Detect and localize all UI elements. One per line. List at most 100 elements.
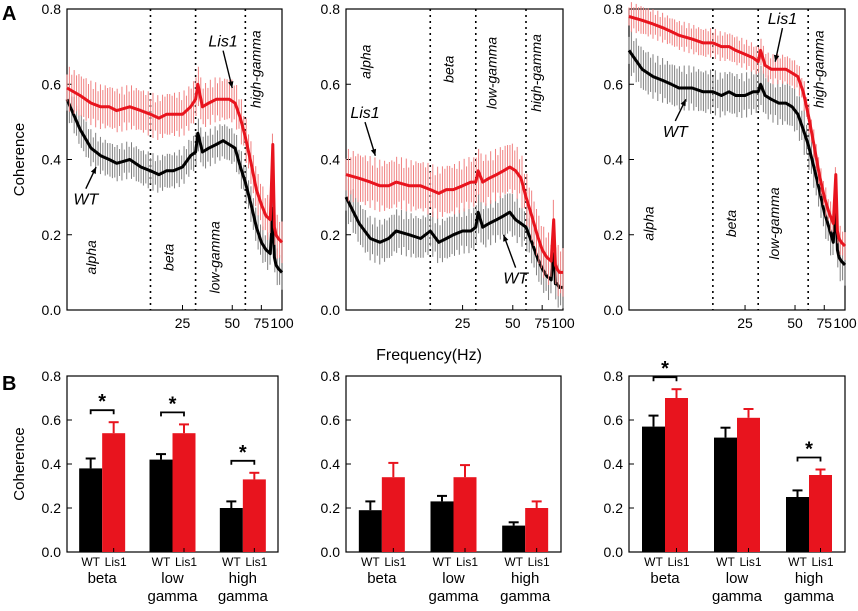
series-lis1	[345, 143, 564, 297]
series-annotation-label: Lis1	[768, 11, 797, 28]
y-tick-label: 0.8	[321, 368, 341, 384]
y-axis-label: Coherence	[11, 123, 28, 196]
bar-name-wt: WT	[788, 555, 807, 569]
band-label: alpha	[357, 44, 373, 78]
band-label: high-gamma	[247, 30, 263, 108]
series-lis1	[66, 66, 284, 264]
bar-name-wt: WT	[222, 555, 241, 569]
band-label: high-gamma	[810, 30, 826, 108]
group-label-line2: gamma	[784, 588, 835, 605]
y-axis-label: Coherence	[11, 427, 28, 500]
significance-bracket	[160, 411, 185, 417]
y-tick-label: 0.8	[321, 1, 341, 17]
group-label: low	[726, 570, 749, 587]
x-tick-label: 75	[534, 315, 550, 331]
y-tick-label: 0.6	[321, 412, 341, 428]
y-tick-label: 0.2	[321, 227, 341, 243]
wt-bar	[149, 459, 173, 552]
x-tick-label: 100	[270, 315, 294, 331]
y-tick-label: 0.4	[604, 152, 624, 168]
panel-label-a: A	[2, 3, 16, 25]
y-tick-label: 0.8	[42, 368, 62, 384]
mean-line	[345, 165, 563, 274]
bar-name-lis1: Lis1	[667, 555, 689, 569]
y-tick-label: 0.2	[604, 500, 624, 516]
band-label: low-gamma	[484, 37, 500, 110]
y-tick-label: 0.8	[42, 1, 62, 17]
y-tick-label: 0.2	[42, 500, 62, 516]
y-tick-label: 0.0	[42, 302, 62, 318]
lis1-bar	[453, 477, 477, 552]
wt-bar	[79, 468, 103, 552]
y-tick-label: 0.0	[604, 302, 624, 318]
significance-bracket	[652, 376, 678, 382]
x-tick-label: 25	[175, 315, 191, 331]
band-label: beta	[440, 55, 456, 82]
y-tick-label: 0.8	[604, 368, 624, 384]
y-tick-label: 0.6	[42, 412, 62, 428]
x-tick-label: 25	[737, 315, 753, 331]
y-tick-label: 0.4	[604, 456, 624, 472]
wt-bar	[642, 426, 665, 552]
bar-name-lis1: Lis1	[456, 555, 478, 569]
wt-bar	[430, 501, 454, 552]
band-label: alpha	[640, 206, 656, 240]
y-tick-label: 0.0	[321, 302, 341, 318]
y-tick-label: 0.6	[604, 412, 624, 428]
bar-name-lis1: Lis1	[528, 555, 550, 569]
significance-bracket	[89, 409, 115, 415]
significance-star: *	[805, 439, 813, 461]
band-label: low-gamma	[766, 187, 782, 260]
series-wt	[627, 31, 847, 286]
band-label: high-gamma	[528, 34, 544, 112]
lis1-bar	[809, 475, 832, 552]
lis1-bar	[242, 479, 266, 552]
x-tick-label: 75	[816, 315, 832, 331]
group-label: high	[229, 570, 257, 587]
lis1-bar	[737, 417, 760, 552]
band-label: low-gamma	[207, 221, 223, 294]
group-label: high	[795, 570, 823, 587]
x-tick-label: 50	[505, 315, 521, 331]
y-tick-label: 0.4	[42, 152, 62, 168]
x-tick-label: 100	[551, 315, 575, 331]
band-label: alpha	[83, 240, 99, 274]
y-tick-label: 0.6	[42, 76, 62, 92]
line-chart-1: 0.0 0.2 0.4 0.6 0.8 25 50 75 100 Coherence alpha be…	[11, 1, 294, 331]
y-tick-label: 0.4	[42, 456, 62, 472]
wt-bar	[714, 437, 737, 552]
bar-name-wt: WT	[716, 555, 735, 569]
significance-star: *	[239, 442, 247, 464]
x-tick-label: 25	[455, 315, 471, 331]
significance-star: *	[661, 358, 669, 380]
bar-name-wt: WT	[644, 555, 663, 569]
significance-star: *	[98, 391, 106, 413]
bar-name-lis1: Lis1	[105, 555, 127, 569]
shared-x-axis-label: Frequency(Hz)	[376, 347, 482, 364]
annotation-arrowhead	[90, 167, 97, 175]
y-tick-label: 0.2	[42, 227, 62, 243]
annotation-arrowhead	[503, 234, 509, 242]
series-annotation-label: Lis1	[350, 105, 379, 122]
annotation-arrowhead	[370, 148, 377, 156]
group-label-line2: gamma	[218, 588, 269, 605]
group-label: beta	[367, 570, 397, 587]
wt-bar	[358, 510, 382, 552]
panel-label-b: B	[2, 373, 16, 395]
y-tick-label: 0.4	[321, 152, 341, 168]
significance-star: *	[169, 393, 177, 415]
x-tick-label: 75	[254, 315, 270, 331]
series-annotation-label: Lis1	[208, 34, 237, 51]
x-tick-label: 50	[787, 315, 803, 331]
y-tick-label: 0.2	[604, 227, 624, 243]
group-label-line2: gamma	[428, 588, 479, 605]
x-tick-label: 50	[224, 315, 240, 331]
series-annotation-label: WT	[663, 124, 689, 141]
group-label-line2: gamma	[147, 588, 198, 605]
